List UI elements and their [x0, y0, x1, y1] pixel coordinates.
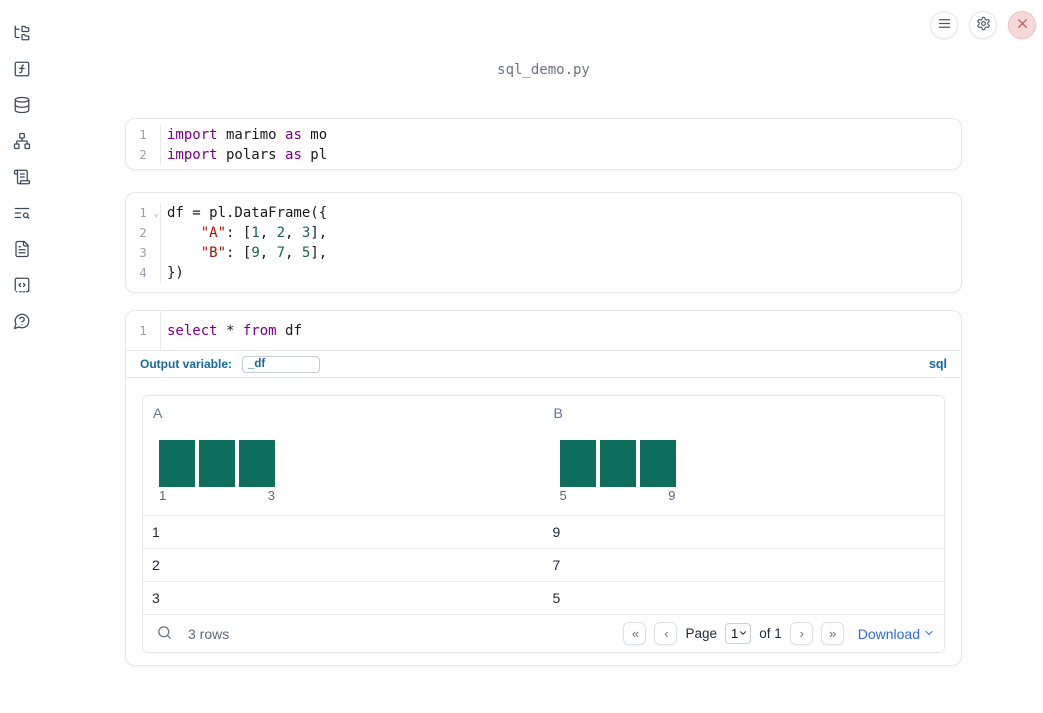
line-number: 1: [126, 311, 161, 350]
histogram-bar: [559, 440, 596, 487]
database-icon[interactable]: [13, 96, 31, 114]
line-number: 2: [126, 145, 161, 165]
hist-min-label: 5: [559, 488, 567, 503]
table-cell: 9: [552, 524, 561, 540]
chevron-left-icon: ‹: [664, 626, 668, 641]
chevron-down-icon: [738, 626, 748, 641]
hist-min-label: 1: [159, 488, 167, 503]
table-cell: 7: [552, 557, 561, 573]
settings-gear-icon: [976, 16, 991, 34]
table-cell: 2: [152, 557, 160, 573]
code-square-icon[interactable]: [13, 276, 31, 294]
histogram-bar: [639, 440, 676, 487]
chevrons-left-icon: «: [631, 626, 639, 641]
histogram-bar: [199, 440, 235, 487]
prev-page-button[interactable]: ‹: [654, 622, 678, 645]
page-total-label: of 1: [759, 626, 782, 641]
help-bubble-icon[interactable]: [13, 312, 31, 330]
code-cell-dataframe[interactable]: 1 ⌄ df = pl.DataFrame({2 "A": [1, 2, 3], 3 …: [125, 192, 962, 293]
line-number: 3: [126, 243, 161, 263]
code-line: 2 import polars as pl: [126, 145, 961, 165]
search-button[interactable]: [156, 624, 176, 644]
sql-code-editor[interactable]: 1 select * from df: [126, 311, 961, 351]
chevrons-right-icon: »: [829, 626, 836, 641]
file-tree-icon[interactable]: [13, 24, 31, 42]
search-icon: [156, 624, 173, 644]
hist-max-label: 3: [267, 488, 275, 503]
output-variable-label: Output variable:: [140, 357, 233, 371]
code-editor[interactable]: 1 import marimo as mo 2 import polars as pl: [126, 119, 961, 169]
menu-button[interactable]: [930, 11, 958, 39]
helper-panel-sidebar: [0, 0, 44, 713]
column-histogram: 1 3: [159, 440, 275, 503]
code-line: 1 import marimo as mo: [126, 125, 961, 145]
notebook-filename: sql_demo.py: [497, 62, 590, 78]
table-cell: 5: [552, 590, 561, 606]
code-line: 3 "B": [9, 7, 5],: [126, 243, 961, 263]
column-histogram: 5 9: [559, 440, 676, 503]
line-number: 1 ⌄: [126, 203, 161, 223]
column-name: B: [553, 405, 563, 421]
column-header-b[interactable]: B 5 9: [544, 396, 945, 515]
function-square-icon[interactable]: [13, 60, 31, 78]
page-select[interactable]: 1: [724, 623, 752, 644]
column-header-a[interactable]: A 1 3: [143, 396, 544, 515]
table-header: A 1 3 B: [143, 396, 944, 516]
code-editor[interactable]: 1 ⌄ df = pl.DataFrame({2 "A": [1, 2, 3], 3 …: [126, 193, 961, 292]
line-number: 4: [126, 263, 161, 283]
shutdown-close-icon: [1015, 16, 1030, 34]
page-select-value: 1: [730, 626, 739, 641]
code-line: 4}): [126, 263, 961, 283]
histogram-bar: [599, 440, 636, 487]
line-number: 1: [126, 125, 161, 145]
language-badge: sql: [928, 357, 947, 371]
histogram-bar: [159, 440, 195, 487]
next-page-button[interactable]: ›: [789, 622, 813, 645]
hist-max-label: 9: [668, 488, 676, 503]
scroll-logs-icon[interactable]: [13, 168, 31, 186]
histogram-bar: [239, 440, 275, 487]
shutdown-button[interactable]: [1008, 11, 1036, 39]
code-line: 1 select * from df: [126, 311, 961, 350]
page-label: Page: [685, 626, 717, 641]
code-line: 1 ⌄ df = pl.DataFrame({: [126, 203, 961, 223]
fold-chevron-icon[interactable]: ⌄: [153, 209, 159, 219]
line-number: 2: [126, 223, 161, 243]
sql-output-area: A 1 3 B: [126, 378, 961, 653]
topbar-controls: [930, 11, 1036, 39]
table-cell: 1: [152, 524, 160, 540]
chevron-right-icon: ›: [799, 626, 804, 641]
menu-icon: [937, 16, 952, 34]
list-search-icon[interactable]: [13, 204, 31, 222]
settings-button[interactable]: [969, 11, 997, 39]
row-count: 3 rows: [188, 625, 230, 642]
dataframe-table: A 1 3 B: [142, 395, 945, 653]
code-cell-imports[interactable]: 1 import marimo as mo 2 import polars as pl: [125, 118, 962, 170]
first-page-button[interactable]: «: [623, 622, 647, 645]
output-variable-input[interactable]: [242, 355, 321, 373]
code-line: 2 "A": [1, 2, 3],: [126, 223, 961, 243]
column-name: A: [153, 405, 163, 421]
dependency-graph-icon[interactable]: [13, 132, 31, 150]
output-variable-strip: Output variable: sql: [126, 351, 961, 378]
file-text-icon[interactable]: [13, 240, 31, 258]
table-cell: 3: [152, 590, 160, 606]
download-label: Download: [857, 625, 920, 642]
chevron-down-icon: [923, 626, 935, 642]
pagination-controls: « ‹ Page 1 of 1 › » Download: [623, 622, 935, 645]
table-footer: 3 rows « ‹ Page 1 of 1 › » Download: [143, 615, 944, 652]
download-button[interactable]: Download: [858, 626, 935, 642]
last-page-button[interactable]: »: [820, 622, 844, 645]
